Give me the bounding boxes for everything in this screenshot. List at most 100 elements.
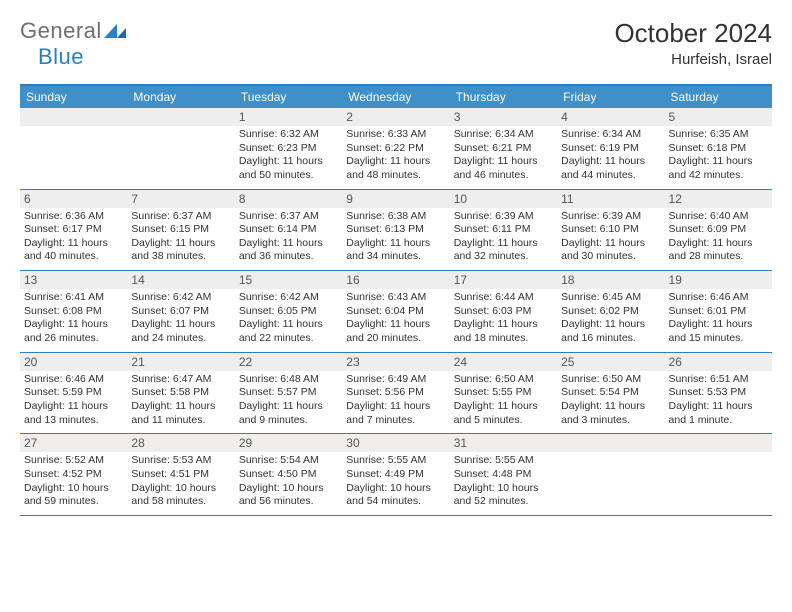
weekday-label: Thursday	[450, 90, 557, 104]
weeks-container: 001Sunrise: 6:32 AMSunset: 6:23 PMDaylig…	[20, 108, 772, 516]
sunrise-text: Sunrise: 6:44 AM	[454, 291, 553, 305]
day-details: Sunrise: 6:42 AMSunset: 6:05 PMDaylight:…	[239, 291, 338, 346]
day-number: 19	[665, 271, 772, 289]
sunset-text: Sunset: 4:50 PM	[239, 468, 338, 482]
day-details: Sunrise: 6:35 AMSunset: 6:18 PMDaylight:…	[669, 128, 768, 183]
day-number: 0	[665, 434, 772, 452]
sunrise-text: Sunrise: 6:51 AM	[669, 373, 768, 387]
day-details: Sunrise: 6:39 AMSunset: 6:11 PMDaylight:…	[454, 210, 553, 265]
day-number: 9	[342, 190, 449, 208]
sunset-text: Sunset: 6:05 PM	[239, 305, 338, 319]
sunrise-text: Sunrise: 6:48 AM	[239, 373, 338, 387]
day-number: 11	[557, 190, 664, 208]
day-details: Sunrise: 6:33 AMSunset: 6:22 PMDaylight:…	[346, 128, 445, 183]
day-number: 17	[450, 271, 557, 289]
day-details: Sunrise: 6:50 AMSunset: 5:54 PMDaylight:…	[561, 373, 660, 428]
sunset-text: Sunset: 5:53 PM	[669, 386, 768, 400]
sunrise-text: Sunrise: 6:33 AM	[346, 128, 445, 142]
daylight-text: Daylight: 11 hours and 32 minutes.	[454, 237, 553, 264]
sunrise-text: Sunrise: 6:36 AM	[24, 210, 123, 224]
sunset-text: Sunset: 6:08 PM	[24, 305, 123, 319]
daylight-text: Daylight: 11 hours and 5 minutes.	[454, 400, 553, 427]
weekday-header: Sunday Monday Tuesday Wednesday Thursday…	[20, 86, 772, 108]
daylight-text: Daylight: 11 hours and 15 minutes.	[669, 318, 768, 345]
day-details: Sunrise: 6:46 AMSunset: 5:59 PMDaylight:…	[24, 373, 123, 428]
daylight-text: Daylight: 11 hours and 13 minutes.	[24, 400, 123, 427]
day-details: Sunrise: 6:51 AMSunset: 5:53 PMDaylight:…	[669, 373, 768, 428]
daylight-text: Daylight: 11 hours and 11 minutes.	[131, 400, 230, 427]
sunset-text: Sunset: 6:17 PM	[24, 223, 123, 237]
day-number: 15	[235, 271, 342, 289]
day-details: Sunrise: 6:34 AMSunset: 6:19 PMDaylight:…	[561, 128, 660, 183]
sunrise-text: Sunrise: 6:50 AM	[561, 373, 660, 387]
sunset-text: Sunset: 6:13 PM	[346, 223, 445, 237]
day-details: Sunrise: 6:42 AMSunset: 6:07 PMDaylight:…	[131, 291, 230, 346]
calendar-day: 2 Sunrise: 6:33 AMSunset: 6:22 PMDaylight…	[342, 108, 449, 189]
sunrise-text: Sunrise: 6:40 AM	[669, 210, 768, 224]
sunset-text: Sunset: 5:57 PM	[239, 386, 338, 400]
sunset-text: Sunset: 4:48 PM	[454, 468, 553, 482]
day-details: Sunrise: 6:37 AMSunset: 6:14 PMDaylight:…	[239, 210, 338, 265]
sunrise-text: Sunrise: 6:32 AM	[239, 128, 338, 142]
day-details: Sunrise: 6:41 AMSunset: 6:08 PMDaylight:…	[24, 291, 123, 346]
daylight-text: Daylight: 10 hours and 56 minutes.	[239, 482, 338, 509]
day-details: Sunrise: 6:43 AMSunset: 6:04 PMDaylight:…	[346, 291, 445, 346]
day-number: 5	[665, 108, 772, 126]
sunrise-text: Sunrise: 6:46 AM	[669, 291, 768, 305]
daylight-text: Daylight: 11 hours and 18 minutes.	[454, 318, 553, 345]
calendar-day: 19Sunrise: 6:46 AMSunset: 6:01 PMDayligh…	[665, 271, 772, 352]
daylight-text: Daylight: 11 hours and 38 minutes.	[131, 237, 230, 264]
calendar-day: 17Sunrise: 6:44 AMSunset: 6:03 PMDayligh…	[450, 271, 557, 352]
calendar-day: 6Sunrise: 6:36 AMSunset: 6:17 PMDaylight…	[20, 190, 127, 271]
logo-text: General Blue	[20, 18, 102, 70]
daylight-text: Daylight: 11 hours and 36 minutes.	[239, 237, 338, 264]
calendar-day: 0	[20, 108, 127, 189]
calendar-day: 18Sunrise: 6:45 AMSunset: 6:02 PMDayligh…	[557, 271, 664, 352]
calendar-day: 24Sunrise: 6:50 AMSunset: 5:55 PMDayligh…	[450, 353, 557, 434]
day-number: 0	[557, 434, 664, 452]
sunrise-text: Sunrise: 6:35 AM	[669, 128, 768, 142]
day-number: 27	[20, 434, 127, 452]
calendar-day: 8Sunrise: 6:37 AMSunset: 6:14 PMDaylight…	[235, 190, 342, 271]
calendar-day: 22 Sunrise: 6:48 AMSunset: 5:57 PMDayligh…	[235, 353, 342, 434]
sunrise-text: Sunrise: 6:50 AM	[454, 373, 553, 387]
daylight-text: Daylight: 11 hours and 30 minutes.	[561, 237, 660, 264]
sunrise-text: Sunrise: 6:38 AM	[346, 210, 445, 224]
daylight-text: Daylight: 11 hours and 1 minute.	[669, 400, 768, 427]
daylight-text: Daylight: 11 hours and 50 minutes.	[239, 155, 338, 182]
page-header: General Blue October 2024 Hurfeish, Isra…	[20, 18, 772, 70]
day-details: Sunrise: 6:45 AMSunset: 6:02 PMDaylight:…	[561, 291, 660, 346]
sunset-text: Sunset: 6:07 PM	[131, 305, 230, 319]
day-number: 30	[342, 434, 449, 452]
sunset-text: Sunset: 6:19 PM	[561, 142, 660, 156]
calendar-day: 3Sunrise: 6:34 AMSunset: 6:21 PMDaylight…	[450, 108, 557, 189]
day-details: Sunrise: 6:48 AMSunset: 5:57 PMDaylight:…	[239, 373, 338, 428]
day-details: Sunrise: 6:40 AMSunset: 6:09 PMDaylight:…	[669, 210, 768, 265]
sunrise-text: Sunrise: 6:42 AM	[131, 291, 230, 305]
calendar-week: 001Sunrise: 6:32 AMSunset: 6:23 PMDaylig…	[20, 108, 772, 190]
calendar-day: 4Sunrise: 6:34 AMSunset: 6:19 PMDaylight…	[557, 108, 664, 189]
location: Hurfeish, Israel	[614, 51, 772, 68]
calendar-day: 13Sunrise: 6:41 AMSunset: 6:08 PMDayligh…	[20, 271, 127, 352]
day-details: Sunrise: 5:52 AMSunset: 4:52 PMDaylight:…	[24, 454, 123, 509]
calendar-week: 20 Sunrise: 6:46 AMSunset: 5:59 PMDayligh…	[20, 353, 772, 435]
sunrise-text: Sunrise: 6:39 AM	[454, 210, 553, 224]
day-number: 20	[20, 353, 127, 371]
sunrise-text: Sunrise: 6:47 AM	[131, 373, 230, 387]
day-number: 23	[342, 353, 449, 371]
daylight-text: Daylight: 11 hours and 26 minutes.	[24, 318, 123, 345]
sunrise-text: Sunrise: 5:55 AM	[346, 454, 445, 468]
weekday-label: Tuesday	[235, 90, 342, 104]
day-details: Sunrise: 6:37 AMSunset: 6:15 PMDaylight:…	[131, 210, 230, 265]
sunrise-text: Sunrise: 6:42 AM	[239, 291, 338, 305]
day-details: Sunrise: 6:38 AMSunset: 6:13 PMDaylight:…	[346, 210, 445, 265]
sunset-text: Sunset: 5:59 PM	[24, 386, 123, 400]
day-number: 2	[342, 108, 449, 126]
calendar-day: 5 Sunrise: 6:35 AMSunset: 6:18 PMDaylight…	[665, 108, 772, 189]
logo-part2: Blue	[38, 44, 84, 69]
sunrise-text: Sunrise: 6:34 AM	[454, 128, 553, 142]
sunrise-text: Sunrise: 6:39 AM	[561, 210, 660, 224]
day-number: 21	[127, 353, 234, 371]
day-number: 22	[235, 353, 342, 371]
day-details: Sunrise: 5:55 AMSunset: 4:49 PMDaylight:…	[346, 454, 445, 509]
